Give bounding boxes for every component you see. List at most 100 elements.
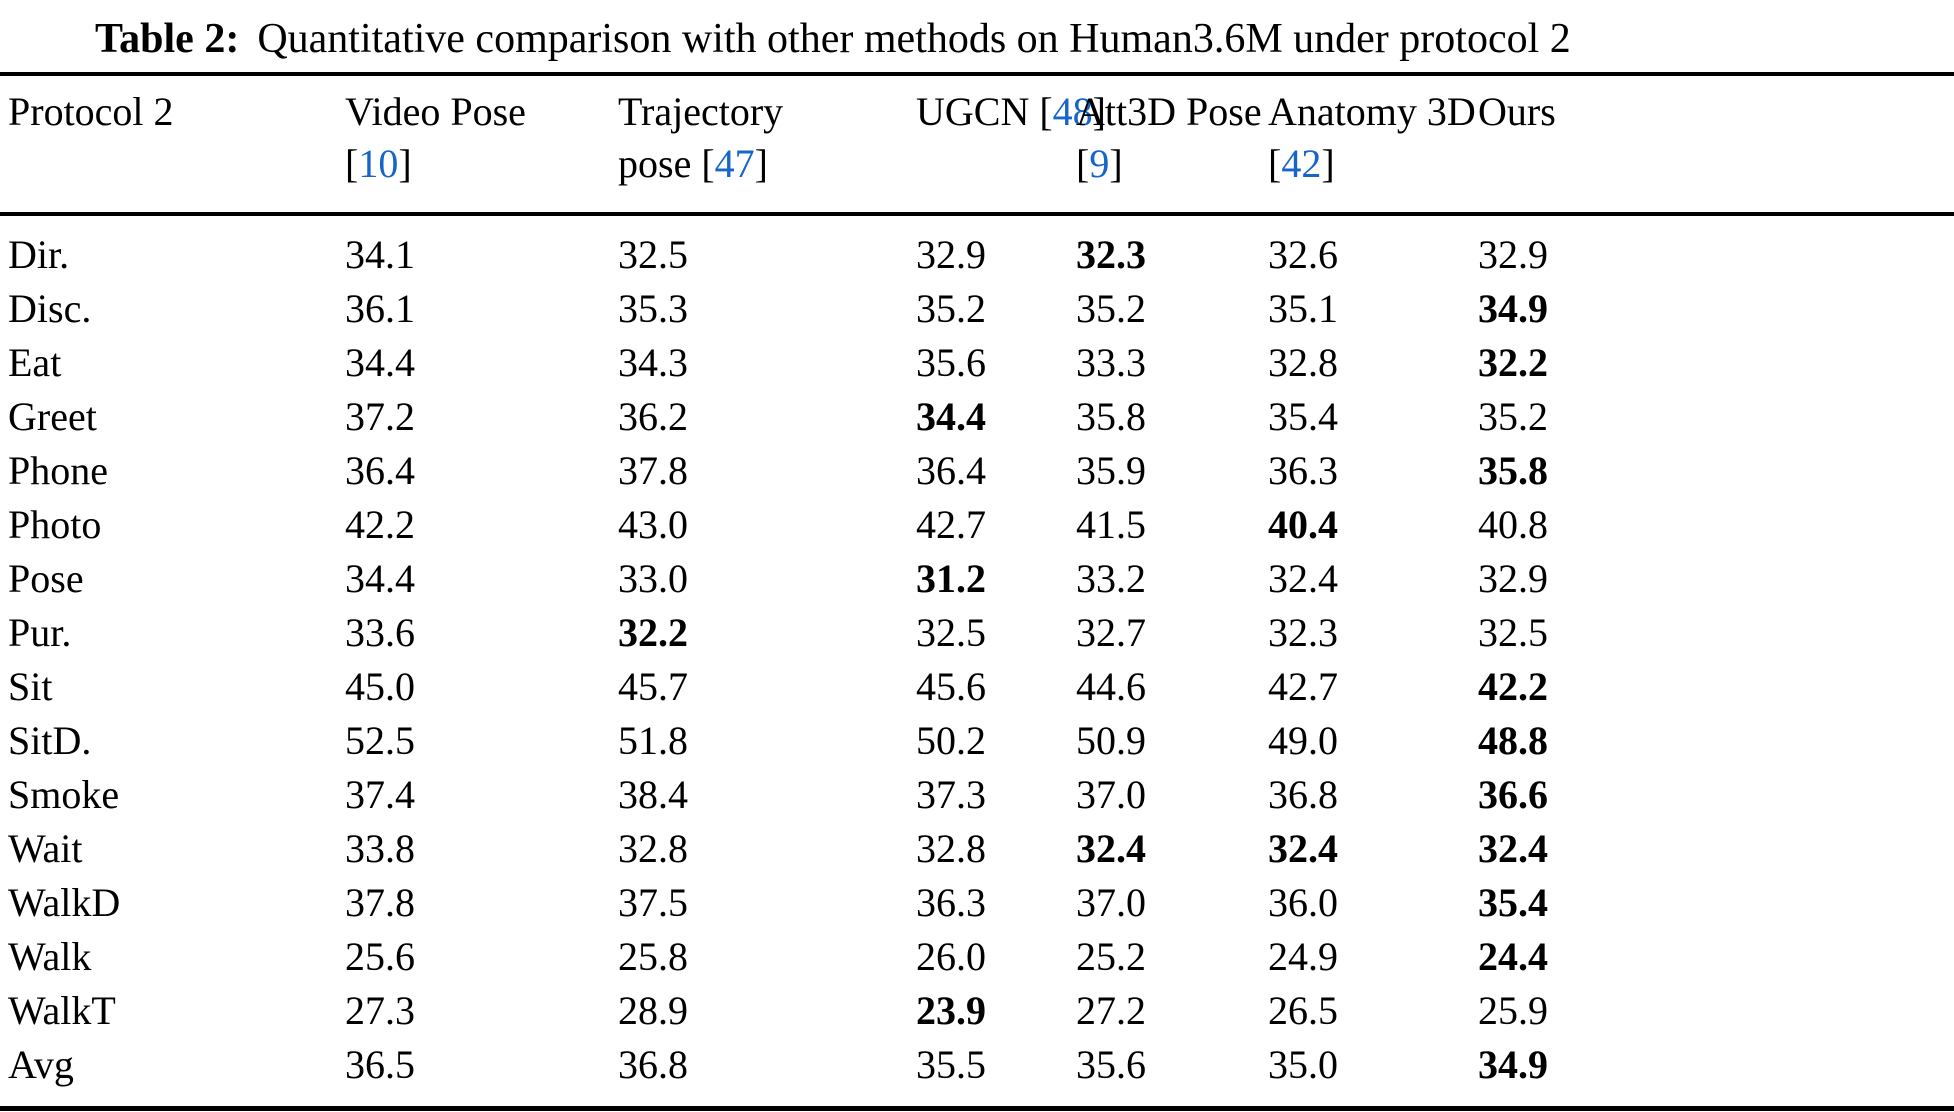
- metric-value: 37.8: [345, 880, 415, 925]
- metric-value: 35.8: [1478, 448, 1548, 493]
- row-label: Walk: [8, 934, 92, 979]
- metric-value: 32.5: [1478, 610, 1548, 655]
- metric-value: 25.9: [1478, 988, 1548, 1033]
- metric-value: 42.7: [916, 502, 986, 547]
- table-row: WalkT 27.3 28.9 23.9 27.2 26.5 25.9: [0, 984, 1954, 1038]
- metric-value: 35.1: [1268, 286, 1338, 331]
- citation-link[interactable]: 9: [1089, 141, 1110, 186]
- row-label: Avg: [8, 1042, 74, 1087]
- metric-value: 34.3: [618, 340, 688, 385]
- metric-value: 32.4: [1076, 826, 1146, 871]
- table-row: Pur. 33.6 32.2 32.5 32.7 32.3 32.5: [0, 606, 1954, 660]
- metric-value: 32.8: [1268, 340, 1338, 385]
- row-label: Disc.: [8, 286, 92, 331]
- metric-value: 34.4: [345, 556, 415, 601]
- table-row: WalkD 37.8 37.5 36.3 37.0 36.0 35.4: [0, 876, 1954, 930]
- metric-value: 24.9: [1268, 934, 1338, 979]
- citation-link[interactable]: 10: [358, 141, 399, 186]
- row-label: Greet: [8, 394, 97, 439]
- header-text: [: [345, 141, 359, 186]
- metric-value: 37.0: [1076, 880, 1146, 925]
- metric-value: 33.6: [345, 610, 415, 655]
- row-label: Dir.: [8, 232, 70, 277]
- metric-value: 25.2: [1076, 934, 1146, 979]
- metric-value: 37.0: [1076, 772, 1146, 817]
- row-label: WalkD: [8, 880, 121, 925]
- metric-value: 36.4: [916, 448, 986, 493]
- row-label: Pur.: [8, 610, 72, 655]
- metric-value: 37.8: [618, 448, 688, 493]
- metric-value: 49.0: [1268, 718, 1338, 763]
- metric-value: 38.4: [618, 772, 688, 817]
- metric-value: 32.7: [1076, 610, 1146, 655]
- metric-value: 35.6: [916, 340, 986, 385]
- header-text: Protocol 2: [8, 89, 174, 134]
- header-text: pose [: [618, 141, 715, 186]
- results-table: Protocol 2 Video Pose [10] Trajectory pose […: [0, 72, 1954, 1111]
- table-body: Dir. 34.1 32.5 32.9 32.3 32.6 32.9 Disc. 36.1 35.…: [0, 214, 1954, 1109]
- metric-value: 35.9: [1076, 448, 1146, 493]
- metric-value: 48.8: [1478, 718, 1548, 763]
- metric-value: 34.9: [1478, 1042, 1548, 1087]
- citation-link[interactable]: 42: [1281, 141, 1322, 186]
- metric-value: 33.8: [345, 826, 415, 871]
- metric-value: 35.6: [1076, 1042, 1146, 1087]
- row-label: Smoke: [8, 772, 120, 817]
- metric-value: 37.5: [618, 880, 688, 925]
- metric-value: 36.2: [618, 394, 688, 439]
- table-row: Phone 36.4 37.8 36.4 35.9 36.3 35.8: [0, 444, 1954, 498]
- metric-value: 32.4: [1478, 826, 1548, 871]
- metric-value: 25.8: [618, 934, 688, 979]
- metric-value: 32.8: [618, 826, 688, 871]
- column-header-trajectory-pose: Trajectory pose [47]: [618, 74, 916, 216]
- header-text: Att3D Pose: [1076, 89, 1262, 134]
- row-label: WalkT: [8, 988, 116, 1033]
- metric-value: 35.4: [1268, 394, 1338, 439]
- metric-value: 34.1: [345, 232, 415, 277]
- column-header-att3d-pose: Att3D Pose [9]: [1076, 74, 1268, 216]
- table-row: Wait 33.8 32.8 32.8 32.4 32.4 32.4: [0, 822, 1954, 876]
- row-label: Wait: [8, 826, 83, 871]
- table-row: Greet 37.2 36.2 34.4 35.8 35.4 35.2: [0, 390, 1954, 444]
- metric-value: 36.8: [1268, 772, 1338, 817]
- metric-value: 28.9: [618, 988, 688, 1033]
- header-row: Protocol 2 Video Pose [10] Trajectory pose […: [0, 74, 1954, 216]
- column-header-ours: Ours: [1478, 74, 1954, 216]
- metric-value: 44.6: [1076, 664, 1146, 709]
- citation-link[interactable]: 47: [714, 141, 755, 186]
- metric-value: 26.5: [1268, 988, 1338, 1033]
- table-row: Pose 34.4 33.0 31.2 33.2 32.4 32.9: [0, 552, 1954, 606]
- table-row: Avg 36.5 36.8 35.5 35.6 35.0 34.9: [0, 1038, 1954, 1109]
- metric-value: 35.2: [1478, 394, 1548, 439]
- metric-value: 34.4: [345, 340, 415, 385]
- table-row: Photo 42.2 43.0 42.7 41.5 40.4 40.8: [0, 498, 1954, 552]
- metric-value: 23.9: [916, 988, 986, 1033]
- metric-value: 50.2: [916, 718, 986, 763]
- column-header-video-pose: Video Pose [10]: [345, 74, 618, 216]
- header-text: Video Pose: [345, 89, 526, 134]
- table-row: Disc. 36.1 35.3 35.2 35.2 35.1 34.9: [0, 282, 1954, 336]
- header-text: ]: [398, 141, 412, 186]
- row-label: Phone: [8, 448, 108, 493]
- metric-value: 37.2: [345, 394, 415, 439]
- metric-value: 45.7: [618, 664, 688, 709]
- row-label: Photo: [8, 502, 102, 547]
- header-text: [: [1076, 141, 1090, 186]
- metric-value: 35.3: [618, 286, 688, 331]
- metric-value: 42.7: [1268, 664, 1338, 709]
- column-header-protocol-2: Protocol 2: [0, 74, 345, 216]
- header-text: ]: [1109, 141, 1123, 186]
- metric-value: 32.3: [1076, 232, 1146, 277]
- column-header-anatomy-3d: Anatomy 3D [42]: [1268, 74, 1478, 216]
- row-label: SitD.: [8, 718, 92, 763]
- header-text: Ours: [1478, 89, 1556, 134]
- metric-value: 32.4: [1268, 826, 1338, 871]
- metric-value: 32.4: [1268, 556, 1338, 601]
- metric-value: 35.5: [916, 1042, 986, 1087]
- header-text: UGCN [: [916, 89, 1053, 134]
- metric-value: 33.0: [618, 556, 688, 601]
- column-header-ugcn: UGCN [48]: [916, 74, 1106, 216]
- row-label: Eat: [8, 340, 62, 385]
- metric-value: 45.0: [345, 664, 415, 709]
